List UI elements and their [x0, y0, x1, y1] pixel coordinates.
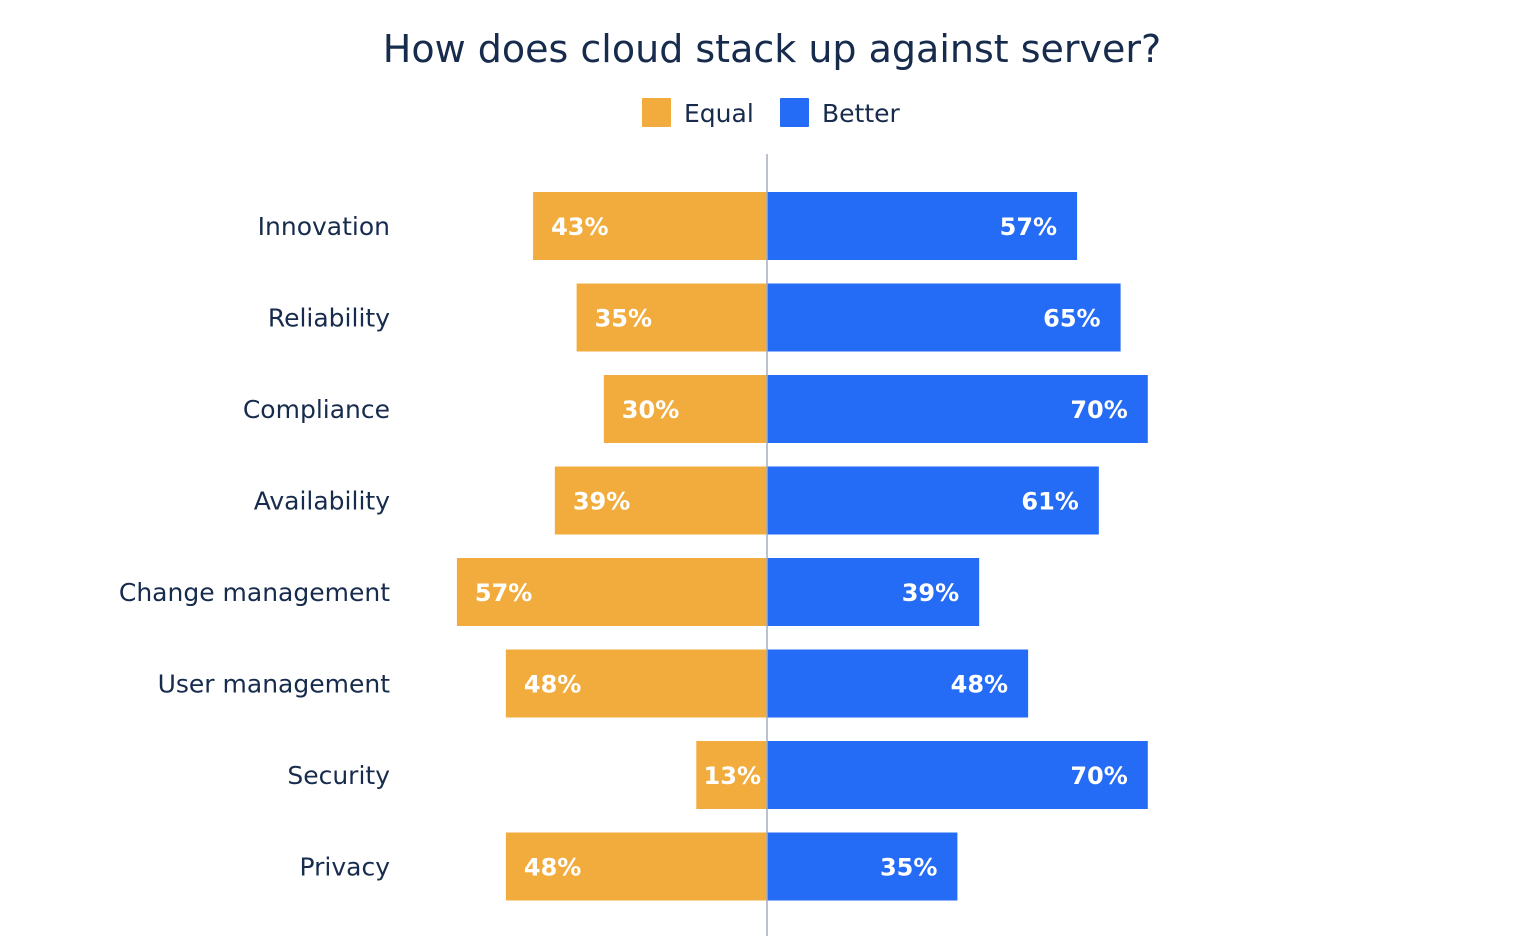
bars [456, 192, 1148, 901]
value-label-equal-innovation: 43% [551, 213, 608, 241]
value-label-equal-change-management: 57% [475, 579, 532, 607]
bar-better-availability [767, 466, 1099, 535]
category-label-change-management: Change management [119, 578, 390, 607]
bar-equal-change-management [456, 558, 767, 626]
value-label-equal-privacy: 48% [524, 854, 581, 882]
value-label-better-availability: 61% [1021, 488, 1078, 516]
category-label-privacy: Privacy [299, 853, 390, 882]
value-labels: 43% 57% 35% 65% 30% 70% 39% 61% 57% 39% 48% 48% 13% 7… [475, 213, 1128, 882]
bar-better-reliability [767, 283, 1121, 352]
bar-equal-user-management [505, 649, 767, 718]
bar-equal-compliance [603, 375, 767, 443]
category-label-user-management: User management [158, 670, 391, 699]
bar-equal-innovation [533, 192, 767, 260]
bar-better-change-management [767, 558, 980, 626]
category-label-compliance: Compliance [243, 395, 390, 424]
category-label-innovation: Innovation [258, 212, 390, 241]
value-label-better-privacy: 35% [880, 854, 937, 882]
category-labels: Innovation Reliability Compliance Availabil… [119, 212, 390, 882]
legend-swatch-equal [642, 98, 671, 127]
bar-better-innovation [767, 192, 1078, 260]
value-label-equal-availability: 39% [573, 488, 630, 516]
legend-label-better: Better [822, 99, 901, 128]
value-label-equal-security: 13% [704, 762, 761, 790]
bar-better-compliance [767, 375, 1148, 443]
legend: Equal Better [642, 98, 901, 128]
bar-equal-reliability [576, 283, 767, 352]
value-label-equal-reliability: 35% [595, 305, 652, 333]
value-label-equal-user-management: 48% [524, 671, 581, 699]
value-label-better-change-management: 39% [902, 579, 959, 607]
bar-better-security [767, 741, 1148, 809]
value-label-equal-compliance: 30% [622, 396, 679, 424]
value-label-better-reliability: 65% [1043, 305, 1100, 333]
legend-swatch-better [780, 98, 809, 127]
value-label-better-security: 70% [1070, 762, 1127, 790]
bar-equal-privacy [505, 832, 767, 901]
value-label-better-user-management: 48% [951, 671, 1008, 699]
bar-better-user-management [767, 649, 1029, 718]
chart-title: How does cloud stack up against server? [383, 27, 1161, 71]
bar-equal-availability [554, 466, 767, 535]
value-label-better-innovation: 57% [1000, 213, 1057, 241]
bar-equal-security [696, 741, 767, 809]
value-label-better-compliance: 70% [1070, 396, 1127, 424]
legend-label-equal: Equal [684, 99, 754, 128]
category-label-security: Security [287, 761, 390, 790]
bar-better-privacy [767, 832, 958, 901]
category-label-availability: Availability [254, 487, 390, 516]
category-label-reliability: Reliability [268, 304, 390, 333]
